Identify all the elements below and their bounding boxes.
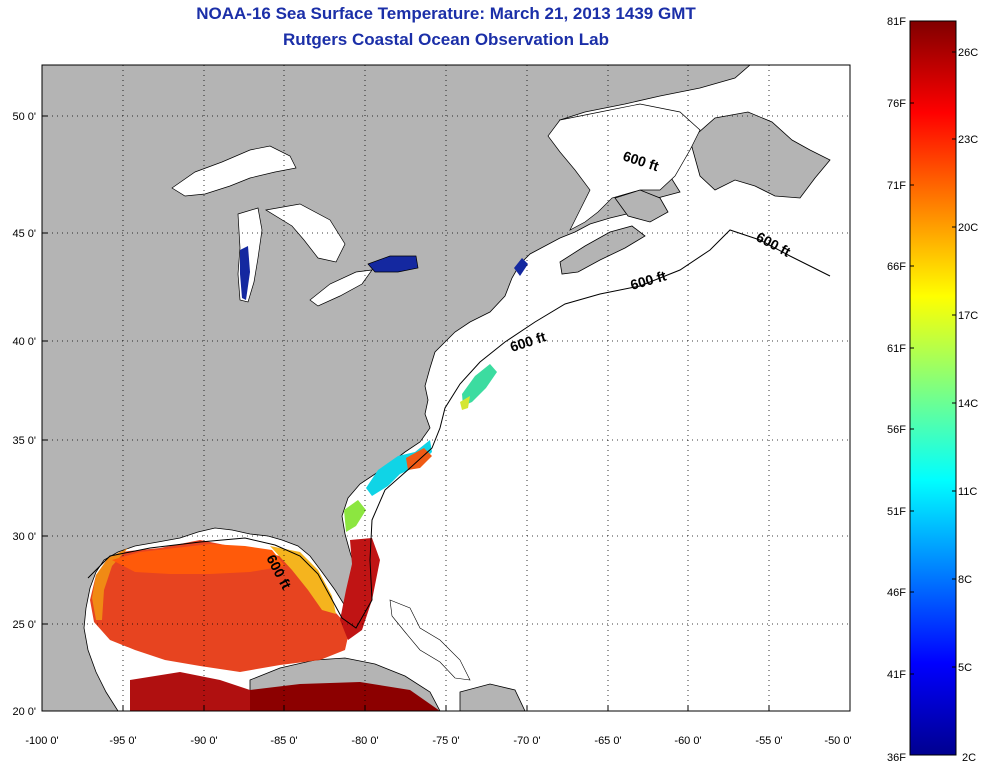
colorbar-c-label: 20C xyxy=(958,222,978,234)
colorbar-f-label: 51F xyxy=(887,506,906,518)
bahamas-islands xyxy=(389,599,471,681)
colorbar: 81F 76F 71F 66F 61F 56F 51F 46F 41F 36F … xyxy=(887,16,978,764)
lon-tick-label: -55 0' xyxy=(755,735,782,747)
maine-cold-sst xyxy=(514,258,528,276)
colorbar-f-label: 46F xyxy=(887,587,906,599)
lat-tick-label: 20 0' xyxy=(12,706,36,718)
lat-axis: 20 0' 25 0' 30 0' 35 0' 40 0' 45 0' 50 0… xyxy=(12,111,48,718)
map-subtitle: Rutgers Coastal Ocean Observation Lab xyxy=(283,30,609,49)
lon-tick-label: -95 0' xyxy=(109,735,136,747)
lat-tick-label: 50 0' xyxy=(12,111,36,123)
colorbar-f-label: 61F xyxy=(887,343,906,355)
colorbar-c-label: 8C xyxy=(958,574,972,586)
lon-tick-label: -60 0' xyxy=(674,735,701,747)
colorbar-c-label: 2C xyxy=(962,752,976,764)
lon-tick-label: -70 0' xyxy=(513,735,540,747)
colorbar-c-label: 14C xyxy=(958,398,978,410)
colorbar-ramp xyxy=(909,20,957,756)
nova-scotia-land xyxy=(559,225,646,275)
lat-tick-label: 30 0' xyxy=(12,531,36,543)
caribbean-hot-sst xyxy=(130,672,250,711)
colorbar-c-label: 17C xyxy=(958,310,978,322)
colorbar-c-label: 11C xyxy=(958,486,977,498)
colorbar-f-label: 36F xyxy=(887,752,906,764)
lon-tick-label: -85 0' xyxy=(270,735,297,747)
lake-michigan-cold-patch xyxy=(240,246,250,300)
mid-atlantic-yellow-sst xyxy=(460,396,470,410)
lon-tick-label: -65 0' xyxy=(594,735,621,747)
lon-tick-label: -100 0' xyxy=(25,735,58,747)
lat-tick-label: 40 0' xyxy=(12,336,36,348)
map-title: NOAA-16 Sea Surface Temperature: March 2… xyxy=(196,4,696,23)
colorbar-f-label: 41F xyxy=(887,669,906,681)
lon-tick-label: -50 0' xyxy=(824,735,851,747)
colorbar-c-label: 23C xyxy=(958,134,978,146)
colorbar-f-label: 66F xyxy=(887,261,906,273)
lon-tick-label: -90 0' xyxy=(190,735,217,747)
gulf-north-warm-sst xyxy=(112,544,285,574)
lon-tick-label: -75 0' xyxy=(432,735,459,747)
lat-tick-label: 25 0' xyxy=(12,619,36,631)
lon-tick-label: -80 0' xyxy=(351,735,378,747)
sst-data-layer xyxy=(90,258,528,711)
lake-ontario xyxy=(367,255,419,273)
colorbar-f-label: 76F xyxy=(887,98,906,110)
cuba-south-hot-sst xyxy=(250,682,440,711)
isobath-600ft xyxy=(87,229,831,629)
hispaniola-land xyxy=(459,683,526,711)
colorbar-c-label: 26C xyxy=(958,47,978,59)
gulf-shelf-orange-sst xyxy=(92,548,128,620)
colorbar-f-label: 56F xyxy=(887,424,906,436)
newfoundland-land xyxy=(689,111,831,199)
lake-erie xyxy=(309,269,373,307)
florida-shelf-yellow-sst xyxy=(270,546,336,614)
colorbar-f-label: 71F xyxy=(887,180,906,192)
lon-axis: -100 0' -95 0' -90 0' -85 0' -80 0' -75 … xyxy=(25,705,852,747)
lat-tick-label: 45 0' xyxy=(12,228,36,240)
colorbar-f-label: 81F xyxy=(887,16,906,28)
georgia-shelf-sst xyxy=(344,500,366,532)
lake-superior xyxy=(171,145,297,197)
mid-atlantic-sst xyxy=(462,364,497,406)
colorbar-c-label: 5C xyxy=(958,662,972,674)
lake-huron xyxy=(265,203,346,263)
lat-tick-label: 35 0' xyxy=(12,435,36,447)
gulf-st-lawrence-water xyxy=(547,103,701,231)
